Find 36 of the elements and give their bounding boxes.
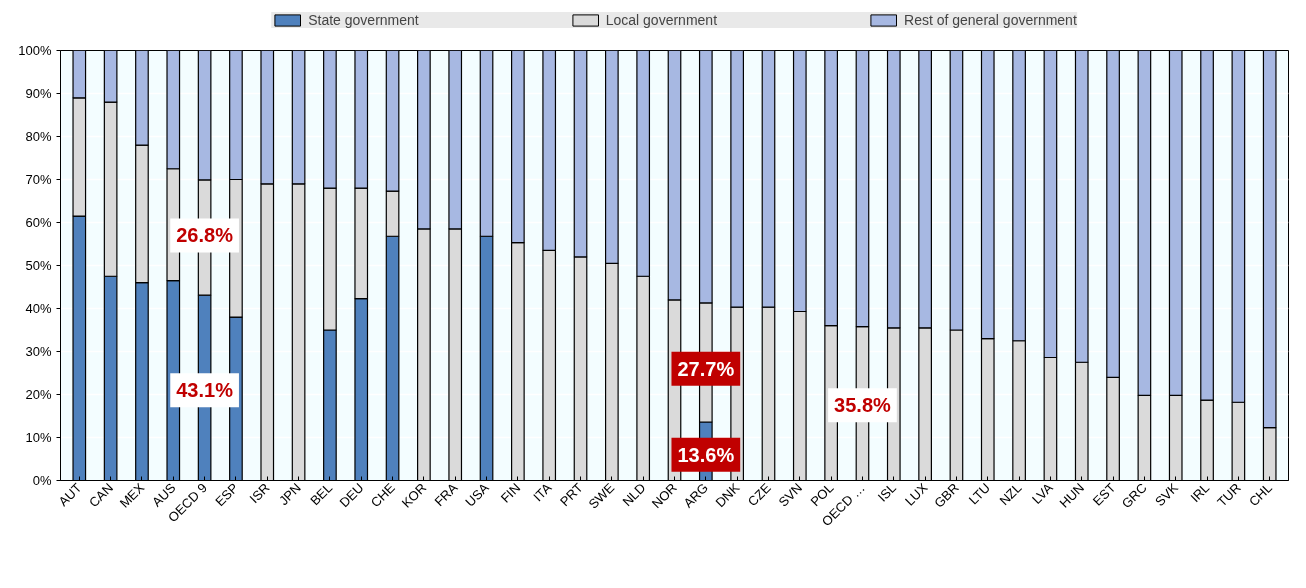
x-tick-label: IRL (1187, 480, 1213, 506)
y-tick-label: 60% (25, 215, 52, 230)
y-tick-label: 20% (25, 387, 52, 402)
y-tick-label: 100% (18, 43, 52, 58)
y-tick-label: 0% (32, 473, 52, 488)
x-tick-label: CZE (744, 479, 775, 510)
x-tick-label: TUR (1214, 480, 1244, 510)
legend-label: Local government (605, 12, 718, 28)
x-tick-label: ISL (874, 480, 900, 505)
annotation: 27.7% (677, 357, 735, 380)
x-tick-label: ISR (246, 480, 273, 507)
annotation: 26.8% (176, 224, 234, 247)
x-tick-label: NZL (996, 480, 1025, 509)
annotation: 35.8% (834, 394, 892, 417)
x-tick-label: ITA (530, 479, 555, 505)
y-tick-label: 10% (25, 430, 52, 445)
x-tick-label: JPN (275, 480, 304, 509)
y-tick-label: 40% (25, 301, 52, 316)
y-tick-label: 50% (25, 258, 52, 273)
x-tick-label: LVA (1029, 479, 1056, 507)
y-tick-label: 30% (25, 344, 52, 359)
x-tick-label: NLD (619, 480, 649, 510)
legend-label: State government (308, 12, 419, 28)
annotation: 13.6% (677, 443, 735, 466)
y-tick-label: 70% (25, 172, 52, 187)
x-tick-label: LTU (965, 480, 994, 508)
legend-label: Rest of general government (904, 12, 1077, 28)
x-tick-label: USA (462, 479, 493, 510)
x-tick-label: FIN (497, 480, 524, 506)
y-tick-label: 80% (25, 129, 52, 144)
annotation: 43.1% (176, 379, 234, 402)
y-tick-label: 90% (25, 86, 52, 101)
x-tick-label: FRA (431, 479, 461, 510)
x-tick-label: ESP (212, 480, 242, 510)
x-tick-label: CHL (1246, 480, 1276, 510)
x-tick-label: BEL (307, 480, 336, 509)
